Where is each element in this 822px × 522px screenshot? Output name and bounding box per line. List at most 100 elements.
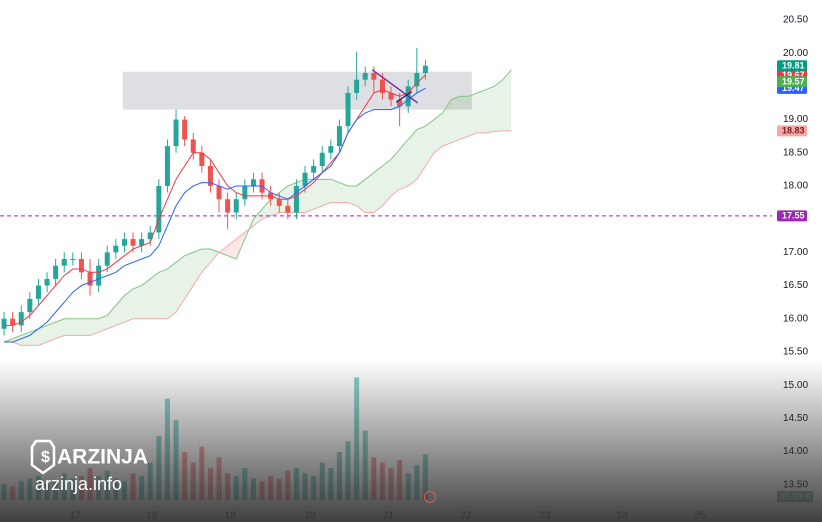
cloud-fill xyxy=(502,69,512,131)
cloud-fill xyxy=(408,129,417,186)
cloud-fill xyxy=(141,278,151,319)
cloud-fill xyxy=(356,179,366,213)
cloud-fill xyxy=(98,315,108,333)
cloud-fill xyxy=(236,232,245,260)
cloud-fill xyxy=(262,199,271,220)
candle-body xyxy=(319,152,325,167)
cloud-fill xyxy=(201,249,211,273)
candle-body xyxy=(130,239,136,246)
brand: ARZINJA xyxy=(57,446,148,469)
candle-body xyxy=(10,318,16,326)
candle-body xyxy=(190,139,196,153)
site: arzinja.info xyxy=(35,474,122,494)
candle-body xyxy=(250,179,256,186)
cloud-fill xyxy=(47,322,56,343)
candle-body xyxy=(121,239,127,246)
price-badge-label: 19.67 xyxy=(782,70,805,80)
candle-body xyxy=(293,185,299,213)
y-tick-label: 20.50 xyxy=(783,15,808,26)
base-line xyxy=(4,87,426,343)
cloud-fill xyxy=(373,166,383,213)
price-badge-label: 18.83 xyxy=(782,126,805,136)
cloud-fill xyxy=(193,249,202,286)
candle-body xyxy=(233,199,239,213)
trend-line xyxy=(395,91,413,103)
candle-body xyxy=(70,259,76,261)
cloud-fill xyxy=(348,185,357,206)
candle-body xyxy=(207,166,213,186)
y-tick-label: 16.00 xyxy=(783,313,808,324)
candle-body xyxy=(422,65,428,74)
price-badge-label: 19.57 xyxy=(782,77,805,87)
cloud-fill xyxy=(451,96,460,143)
logo-icon xyxy=(30,439,56,475)
price-badge-label: 19.47 xyxy=(782,83,805,93)
candle-body xyxy=(173,119,179,147)
cloud-fill xyxy=(416,126,426,180)
cloud-fill xyxy=(133,285,142,319)
cloud-fill xyxy=(167,262,177,319)
cloud-fill xyxy=(29,328,39,346)
candle-body xyxy=(311,166,317,173)
candle-body xyxy=(44,278,50,286)
candle-body xyxy=(345,92,351,127)
cloud-fill xyxy=(107,305,116,329)
cloud-fill xyxy=(210,249,220,263)
logo-letter: $ xyxy=(41,449,50,466)
cloud-fill xyxy=(81,318,91,336)
candle-body xyxy=(156,185,162,233)
candle-body xyxy=(388,92,394,100)
cloud-fill xyxy=(477,89,486,133)
y-tick-label: 17.00 xyxy=(783,247,808,258)
candle-body xyxy=(371,73,377,80)
candle-body xyxy=(276,199,282,206)
cloud-fill xyxy=(158,268,168,319)
candle-body xyxy=(96,265,102,286)
y-tick-label: 18.00 xyxy=(783,181,808,192)
y-tick-label: 20.00 xyxy=(783,48,808,59)
cloud-fill xyxy=(55,318,65,339)
candle-body xyxy=(354,79,360,93)
cloud-fill xyxy=(494,79,503,132)
cloud-fill xyxy=(21,332,30,346)
price-badge xyxy=(777,210,807,222)
cloud-fill xyxy=(38,325,48,346)
candle-body xyxy=(328,146,334,153)
candle-body xyxy=(27,298,33,313)
candle-body xyxy=(35,285,41,299)
fade-overlay xyxy=(0,360,822,522)
y-tick-label: 16.50 xyxy=(783,280,808,291)
candle-body xyxy=(113,245,119,253)
candle-body xyxy=(1,318,7,329)
candle-body xyxy=(87,272,93,286)
candle-body xyxy=(225,199,231,213)
candle-body xyxy=(336,126,342,147)
candle-body xyxy=(78,259,84,273)
candle-body xyxy=(199,152,205,167)
cloud-fill xyxy=(330,179,340,203)
cloud-fill xyxy=(72,318,82,336)
watermark: $ ARZINJA arzinja.info xyxy=(30,439,148,494)
cloud-fill xyxy=(150,272,159,319)
candle-body xyxy=(379,79,385,93)
candle-body xyxy=(302,172,308,186)
candle-body xyxy=(104,252,110,266)
zone xyxy=(122,71,472,110)
cloud-fill xyxy=(176,255,185,313)
candle-body xyxy=(242,185,248,200)
cloud-fill xyxy=(322,179,331,206)
y-tick-label: 19.00 xyxy=(783,114,808,125)
cloud-fill xyxy=(124,288,134,323)
cloud-fill xyxy=(365,172,374,213)
cloud-fill xyxy=(313,179,323,210)
cloud-fill xyxy=(184,252,194,299)
candle-body xyxy=(147,232,153,240)
cloud-fill xyxy=(425,119,435,167)
candle-body xyxy=(216,185,222,200)
cloud-fill xyxy=(90,318,99,336)
candle-body xyxy=(53,265,59,279)
cloud-fill xyxy=(64,318,73,336)
span-a-line xyxy=(3,69,512,343)
cloud-fill xyxy=(382,159,392,206)
